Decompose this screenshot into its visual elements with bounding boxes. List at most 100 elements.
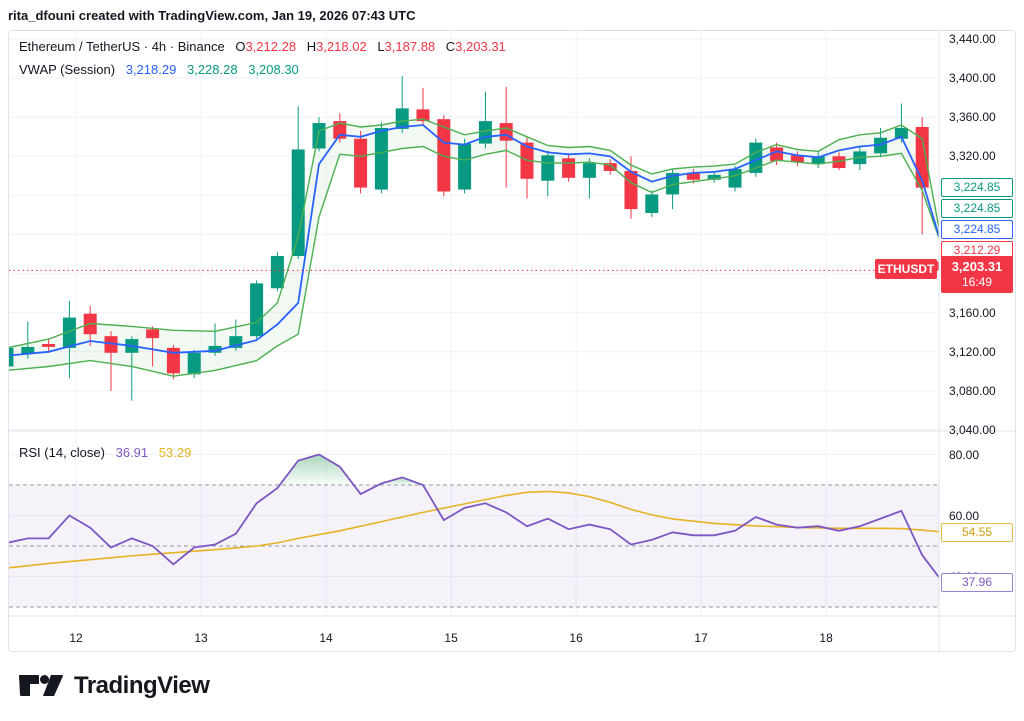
candle-body <box>603 163 617 171</box>
rsi-value-label: 54.55 <box>941 522 1013 542</box>
candle-body <box>104 336 118 353</box>
rsi-line <box>9 453 939 579</box>
time-axis-label: 15 <box>444 631 458 645</box>
vwap-lower-band-line <box>9 145 939 377</box>
rsi-axis-label: 60.00 <box>949 508 980 523</box>
candle-body <box>562 158 576 178</box>
ohlc-open-label: O <box>235 39 246 54</box>
candle-body <box>146 329 160 339</box>
candle-body <box>749 142 763 173</box>
vwap-title: VWAP (Session) <box>19 62 116 77</box>
rsi-pane[interactable] <box>9 453 943 608</box>
price-pane[interactable] <box>9 76 950 401</box>
vwap-band-fill <box>9 119 939 377</box>
candle-body <box>437 119 451 192</box>
candle-body <box>416 109 430 122</box>
bar-countdown: 16:49 <box>961 275 993 289</box>
candle-body <box>936 261 939 271</box>
symbol-ticker-tag: ETHUSDT <box>875 259 937 279</box>
price-axis-label: 3,320.00 <box>949 149 996 164</box>
candle-body <box>894 127 908 139</box>
indicator-price-label: 3,212.29 <box>941 240 1013 260</box>
chart-canvas[interactable] <box>9 31 1015 651</box>
candle-body <box>42 343 56 347</box>
candle-body <box>208 345 222 353</box>
candle-body <box>770 147 784 162</box>
candle-body <box>728 169 742 188</box>
rsi-title: RSI (14, close) <box>19 445 105 460</box>
candle-body <box>458 143 472 190</box>
ohlc-high-value: 3,218.02 <box>316 39 367 54</box>
tradingview-logo-text: TradingView <box>74 672 210 699</box>
time-axis-label: 16 <box>569 631 583 645</box>
candle-body <box>291 149 305 257</box>
vwap-value-2: 3,228.28 <box>186 62 238 77</box>
time-axis-label: 17 <box>694 631 708 645</box>
last-price-value: 3,203.31 <box>951 259 1003 274</box>
vwap-upper-band-line <box>9 118 939 349</box>
rsi-value-label: 37.96 <box>941 573 1013 593</box>
candle-body <box>666 172 680 195</box>
candle-body <box>582 163 596 178</box>
vwap-value-3: 3,208.30 <box>248 62 299 77</box>
candle-body <box>395 108 409 129</box>
price-axis-label: 3,160.00 <box>949 305 996 320</box>
tradingview-logo[interactable]: TradingView <box>18 672 210 700</box>
candle-body <box>832 156 846 169</box>
rsi-overbought-fill <box>279 454 354 485</box>
symbol-legend-row[interactable]: Ethereum / TetherUS · 4h · Binance O3,21… <box>19 39 506 54</box>
last-price-label: 3,203.31 16:49 <box>941 256 1013 293</box>
rsi-legend-row[interactable]: RSI (14, close) 36.91 53.29 <box>19 445 191 460</box>
symbol-title: Ethereum / TetherUS · 4h · Binance <box>19 39 225 54</box>
candle-body <box>9 347 14 367</box>
vwap-line <box>9 124 939 357</box>
price-axis-label: 3,040.00 <box>949 423 996 437</box>
vwap-legend-row[interactable]: VWAP (Session) 3,218.29 3,228.28 3,208.3… <box>19 62 299 77</box>
candle-body <box>62 317 76 348</box>
candle-body <box>374 127 388 190</box>
price-axis-label: 3,360.00 <box>949 110 996 125</box>
candle-body <box>166 347 180 374</box>
candle-body <box>187 352 201 375</box>
time-axis-label: 18 <box>819 631 833 645</box>
attribution-text: rita_dfouni created with TradingView.com… <box>8 8 416 23</box>
candle-body <box>811 156 825 165</box>
candle-body <box>250 283 264 337</box>
candle-body <box>270 256 284 289</box>
rsi-ma-value: 53.29 <box>158 445 192 460</box>
rsi-value: 36.91 <box>115 445 149 460</box>
tradingview-logo-icon <box>19 675 63 696</box>
vwap-value-1: 3,218.29 <box>125 62 177 77</box>
indicator-price-label: 3,224.85 <box>941 199 1013 218</box>
ohlc-low-value: 3,187.88 <box>384 39 436 54</box>
price-axis-label: 3,440.00 <box>949 32 996 46</box>
chart-widget[interactable]: Ethereum / TetherUS · 4h · Binance O3,21… <box>8 30 1016 652</box>
candle-body <box>790 155 804 163</box>
rsi-axis-label: 80.00 <box>949 447 980 462</box>
candle-body <box>645 194 659 213</box>
candle-body <box>229 336 243 348</box>
time-axis-label: 13 <box>194 631 208 645</box>
candle-body <box>354 138 368 188</box>
ohlc-low-label: L <box>377 39 385 54</box>
price-axis-label: 3,120.00 <box>949 344 996 359</box>
candle-body <box>874 137 888 154</box>
candle-body <box>707 174 721 180</box>
candle-body <box>21 346 35 354</box>
candle-body <box>686 172 700 180</box>
candle-body <box>312 123 326 149</box>
ohlc-high-label: H <box>306 39 317 54</box>
gridlines <box>9 31 939 616</box>
ohlc-close-label: C <box>445 39 456 54</box>
ohlc-close-value: 3,203.31 <box>455 39 506 54</box>
rsi-overbought-fill <box>378 477 423 485</box>
price-axis-label: 3,080.00 <box>949 383 996 398</box>
candle-body <box>624 170 638 210</box>
price-axis-label: 3,400.00 <box>949 71 996 86</box>
indicator-price-label: 3,224.85 <box>941 220 1013 239</box>
ohlc-open-value: 3,212.28 <box>245 39 297 54</box>
time-axis-label: 12 <box>69 631 83 645</box>
time-axis-label: 14 <box>319 631 333 645</box>
candle-body <box>541 155 555 181</box>
